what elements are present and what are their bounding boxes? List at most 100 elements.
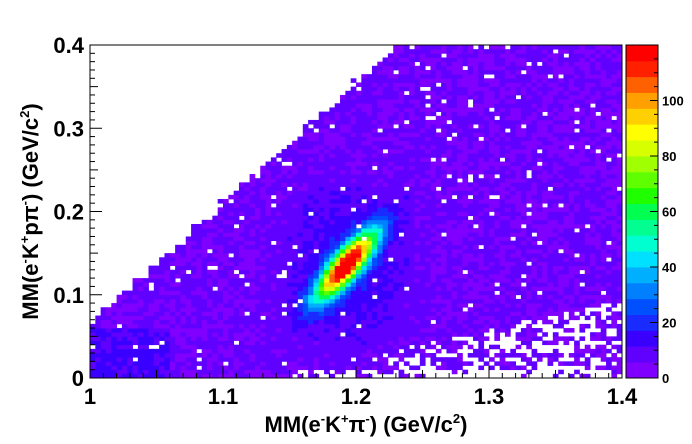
heatmap-cell — [483, 90, 490, 96]
heatmap-cell — [377, 365, 383, 371]
heatmap-cell — [121, 336, 128, 341]
heatmap-cell — [494, 273, 501, 279]
heatmap-cell — [185, 261, 192, 267]
heatmap-cell — [377, 124, 383, 129]
heatmap-cell — [297, 340, 304, 346]
heatmap-cell — [483, 219, 490, 225]
heatmap-cell — [473, 244, 479, 250]
heatmap-cell — [100, 369, 107, 375]
heatmap-cell — [153, 278, 160, 283]
heatmap-cell — [457, 207, 463, 212]
heatmap-cell — [350, 223, 357, 229]
heatmap-cell — [308, 361, 314, 366]
heatmap-cell — [318, 228, 325, 233]
heatmap-cell — [568, 282, 575, 287]
heatmap-cell — [329, 273, 336, 279]
heatmap-cell — [520, 53, 527, 58]
heatmap-cell — [223, 248, 229, 254]
heatmap-cell — [435, 124, 442, 129]
heatmap-cell — [483, 157, 490, 162]
heatmap-cell — [478, 190, 485, 196]
heatmap-cell — [175, 323, 181, 329]
heatmap-cell — [387, 219, 394, 225]
heatmap-cell — [313, 169, 320, 175]
heatmap-cell — [297, 207, 304, 212]
heatmap-cell — [515, 53, 522, 58]
heatmap-cell — [451, 290, 458, 296]
heatmap-cell — [329, 332, 336, 337]
heatmap-cell — [244, 182, 250, 187]
heatmap-cell — [228, 336, 235, 341]
heatmap-cell — [201, 257, 208, 262]
heatmap-cell — [196, 228, 203, 233]
heatmap-cell — [95, 344, 102, 350]
heatmap-cell — [515, 107, 522, 112]
heatmap-cell — [568, 253, 575, 258]
heatmap-cell — [366, 119, 373, 125]
heatmap-cell — [196, 311, 203, 316]
heatmap-cell — [132, 353, 139, 358]
heatmap-cell — [558, 53, 564, 58]
heatmap-cell — [366, 103, 373, 108]
heatmap-cell — [494, 315, 501, 321]
heatmap-cell — [515, 194, 522, 200]
heatmap-cell — [398, 132, 405, 137]
heatmap-cell — [430, 78, 437, 83]
heatmap-cell — [510, 232, 516, 237]
heatmap-cell — [201, 261, 208, 267]
heatmap-cell — [175, 369, 181, 375]
heatmap-cell — [387, 319, 394, 325]
heatmap-cell — [180, 336, 187, 341]
heatmap-cell — [403, 228, 410, 233]
heatmap-cell — [111, 323, 117, 329]
heatmap-cell — [340, 336, 346, 341]
heatmap-cell — [520, 236, 527, 242]
heatmap-cell — [249, 311, 256, 316]
heatmap-cell — [191, 319, 197, 325]
heatmap-cell — [297, 211, 304, 217]
heatmap-cell — [536, 124, 543, 129]
heatmap-cell — [153, 265, 160, 271]
heatmap-cell — [281, 340, 288, 346]
heatmap-cell — [377, 265, 383, 271]
heatmap-cell — [196, 332, 203, 337]
heatmap-cell — [451, 49, 458, 54]
heatmap-cell — [207, 336, 213, 341]
heatmap-cell — [558, 45, 564, 50]
heatmap-cell — [398, 278, 405, 283]
heatmap-cell — [467, 207, 474, 212]
heatmap-cell — [403, 373, 410, 379]
heatmap-cell — [387, 53, 394, 58]
heatmap-cell — [403, 199, 410, 204]
heatmap-cell — [430, 149, 437, 154]
heatmap-cell — [499, 86, 506, 92]
heatmap-cell — [212, 236, 219, 242]
heatmap-cell — [467, 228, 474, 233]
heatmap-cell — [425, 278, 431, 283]
heatmap-cell — [526, 157, 532, 162]
heatmap-cell — [238, 244, 245, 250]
heatmap-cell — [398, 199, 405, 204]
heatmap-cell — [473, 190, 479, 196]
heatmap-cell — [398, 182, 405, 187]
heatmap-cell — [164, 290, 171, 296]
heatmap-cell — [510, 215, 516, 221]
heatmap-cell — [217, 282, 224, 287]
heatmap-cell — [552, 119, 559, 125]
heatmap-cell — [143, 319, 149, 325]
heatmap-cell — [403, 319, 410, 325]
heatmap-cell — [457, 157, 463, 162]
heatmap-cell — [558, 286, 564, 291]
heatmap-cell — [435, 340, 442, 346]
heatmap-cell — [223, 336, 229, 341]
heatmap-cell — [441, 344, 447, 350]
heatmap-cell — [292, 282, 298, 287]
heatmap-cell — [419, 236, 426, 242]
heatmap-cell — [536, 273, 543, 279]
heatmap-cell — [175, 361, 181, 366]
heatmap-cell — [568, 257, 575, 262]
heatmap-cell — [238, 369, 245, 375]
heatmap-cell — [446, 228, 453, 233]
heatmap-cell — [504, 253, 511, 258]
heatmap-cell — [217, 215, 224, 221]
